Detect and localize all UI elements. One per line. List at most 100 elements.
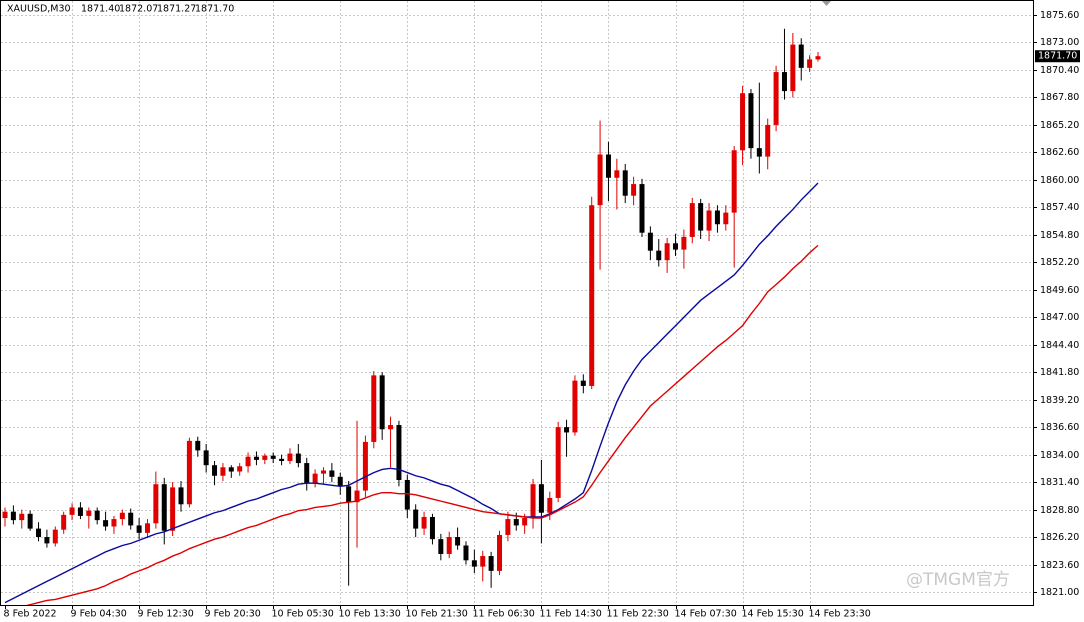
candle-body [36,528,42,538]
candle-body [287,453,293,461]
candle-body [379,375,385,430]
y-tick-label: 1834.00 [1040,450,1079,461]
candle-body [513,519,519,526]
candle-body [362,441,368,491]
candle-body [756,148,762,157]
candle-body [522,518,528,526]
y-tick-label: 1823.60 [1040,560,1079,571]
moving-average [4,182,819,604]
candle-body [547,497,553,513]
candle-body [119,512,125,520]
axes: 1875.60 1873.00 1870.40 1867.80 1865.20 1862.… [4,10,1080,620]
candle-body [86,510,92,516]
candle-body [488,556,494,571]
candle-body [262,455,268,460]
x-tick-label: 9 Feb 12:30 [138,609,194,620]
candle-body [354,490,360,503]
candle-body [10,511,16,521]
candle-body [706,210,712,231]
candle-body [19,513,25,521]
quote-value: 1872.07 [119,4,158,15]
candle-body [253,456,259,460]
x-tick-label: 14 Feb 07:30 [675,609,737,620]
candle-body [639,184,645,233]
plot-marks [2,28,821,605]
candle-body [564,427,570,433]
y-tick-label: 1826.20 [1040,532,1079,543]
grid [1,1,1033,605]
y-tick-label: 1867.80 [1040,92,1079,103]
x-tick-label: 9 Feb 20:30 [205,609,261,620]
price-marker [1035,50,1080,63]
candle-body [689,203,695,237]
y-tick-label: 1841.80 [1040,367,1079,378]
candle-body [203,450,209,466]
candle-body [664,243,670,261]
x-tick-label: 14 Feb 23:30 [809,609,871,620]
candle-body [388,425,394,430]
candle-body [44,537,50,544]
candle-body [404,479,410,510]
candle-body [161,484,167,531]
candle-body [371,375,377,442]
candle-body [279,458,285,461]
candle-body [656,250,662,261]
candle-body [446,537,452,554]
candle-body [471,560,477,567]
candle-body [61,514,67,530]
candle-body [295,453,301,464]
candle-body [237,466,243,472]
candle-body [605,154,611,178]
candle-body [731,150,737,213]
candle-body [69,507,75,515]
quote-value: 1871.70 [195,4,234,15]
candle-body [438,539,444,554]
candle-body [329,470,335,477]
candle-body [463,545,469,561]
candle-body [195,440,201,451]
candle-body [396,425,402,480]
candle-body [765,124,771,157]
candle-body [798,44,804,68]
candle-body [538,484,544,513]
candle-body [497,534,503,571]
candle-body [220,467,226,476]
candle-body [698,203,704,231]
candle-body [178,487,184,505]
candle-body [245,456,251,467]
x-tick-label: 11 Feb 06:30 [473,609,535,620]
candle-body [622,170,628,196]
candle-body [270,455,276,459]
y-tick-label: 1839.20 [1040,395,1079,406]
candle-body [580,380,586,386]
watermark: @TMGM官方 [906,570,1010,590]
y-tick-label: 1821.00 [1040,587,1079,598]
candle-body [748,93,754,149]
candle-body [647,232,653,251]
candle-body [555,427,561,498]
candle-body [320,470,326,474]
candle-body [136,525,142,533]
candle-body [421,516,427,529]
moving-average [26,244,819,605]
symbol: XAUUSD,M30 [7,4,71,15]
x-tick-label: 10 Feb 05:30 [272,609,334,620]
candle-body [681,236,687,250]
y-tick-label: 1875.60 [1040,10,1079,21]
candle-body [228,467,234,472]
candle-body [740,93,746,151]
candle-body [790,44,796,92]
candle-body [186,440,192,505]
candle-body [153,484,159,524]
quote-value: 1871.40 [81,4,120,15]
candle-body [52,529,58,544]
x-tick-label: 9 Feb 04:30 [71,609,127,620]
candle-body [572,380,578,433]
candle-body [455,537,461,546]
candle-body [815,56,821,60]
candle-body [346,486,352,503]
y-tick-label: 1873.00 [1040,37,1079,48]
candle-body [312,473,318,484]
y-tick-label: 1836.60 [1040,422,1079,433]
